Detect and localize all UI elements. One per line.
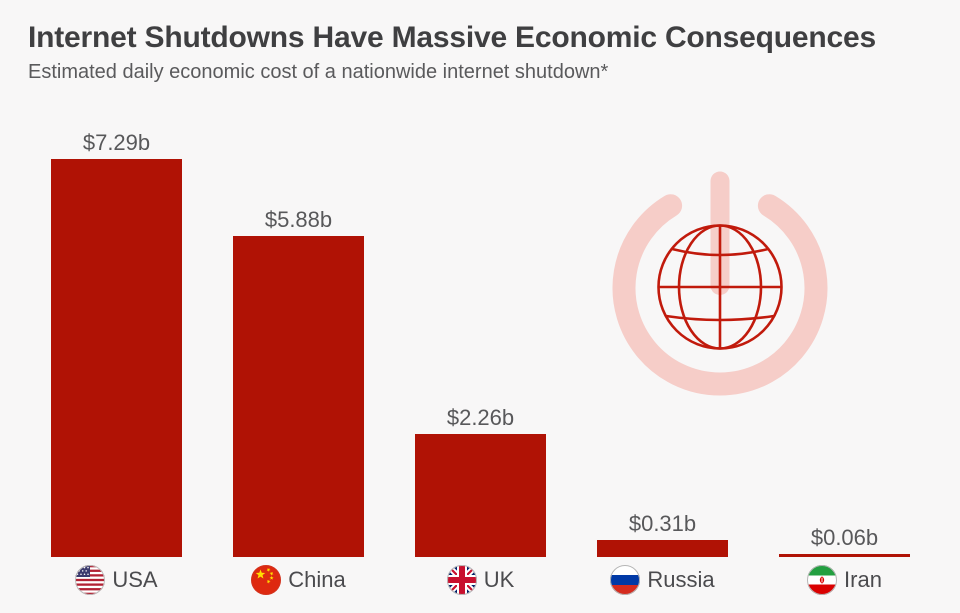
- value-label: $0.31b: [628, 511, 697, 536]
- bar-column-russia: $0.31b Russia: [597, 125, 728, 613]
- bar-chart: $7.29b: [51, 125, 910, 613]
- globe-power-icon: [612, 171, 828, 396]
- bar: [415, 434, 546, 557]
- globe-wireframe: [657, 224, 783, 350]
- bar: [233, 236, 364, 557]
- category-label: USA: [112, 567, 158, 592]
- category-label-row: UK: [446, 557, 515, 613]
- category-label: UK: [483, 567, 515, 592]
- value-label: $2.26b: [446, 405, 515, 430]
- uk-flag-icon: [446, 565, 477, 595]
- bar-column-uk: $2.26b UK: [415, 125, 546, 613]
- iran-flag-icon: [807, 565, 838, 595]
- category-label: China: [288, 567, 346, 592]
- page-subtitle: Estimated daily economic cost of a natio…: [28, 61, 609, 83]
- bar: [779, 554, 910, 557]
- page-title: Internet Shutdowns Have Massive Economic…: [28, 21, 876, 54]
- bar: [597, 540, 728, 557]
- russia-flag-icon: [610, 565, 641, 595]
- bar-column-iran: $0.06b Iran: [779, 125, 910, 613]
- category-label-row: China: [251, 557, 346, 613]
- power-arc-shape: [612, 194, 828, 396]
- value-label: $5.88b: [264, 207, 333, 232]
- bar-column-china: $5.88b: [233, 125, 364, 613]
- value-label: $0.06b: [810, 525, 879, 550]
- china-flag-icon: [251, 565, 282, 595]
- category-label-row: USA: [75, 557, 158, 613]
- bar: [51, 159, 182, 557]
- category-label-row: Iran: [807, 557, 882, 613]
- value-label: $7.29b: [82, 130, 151, 155]
- category-label-row: Russia: [610, 557, 715, 613]
- category-label: Russia: [647, 567, 715, 592]
- bar-column-usa: $7.29b: [51, 125, 182, 613]
- category-label: Iran: [844, 567, 882, 592]
- usa-flag-icon: [75, 565, 106, 595]
